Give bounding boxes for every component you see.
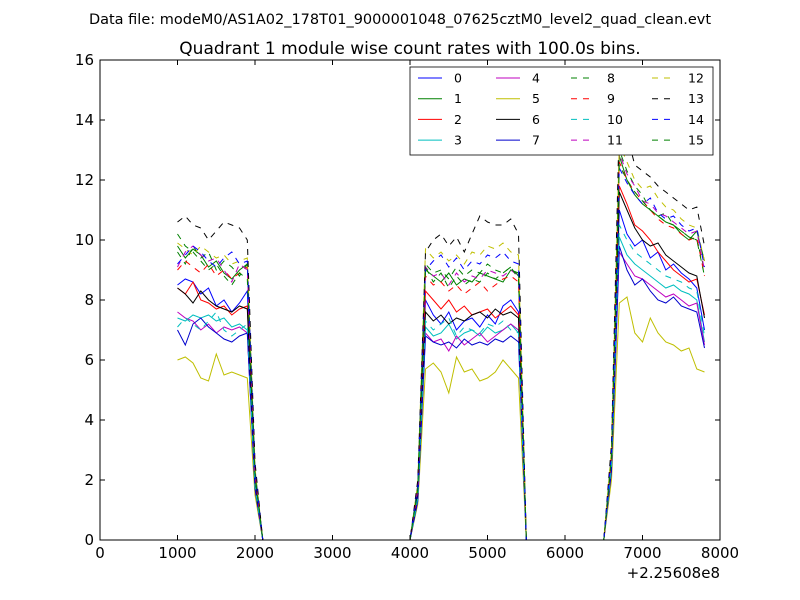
series-line-12 (177, 143, 705, 540)
legend-label-13: 13 (688, 91, 704, 106)
legend-frame (409, 66, 714, 156)
legend-label-8: 8 (607, 71, 615, 86)
series-line-15 (177, 164, 705, 540)
legend-label-6: 6 (532, 112, 540, 127)
series-line-13 (177, 119, 705, 540)
series-line-5 (177, 296, 705, 540)
series-line-7 (177, 245, 705, 540)
legend-label-12: 12 (688, 71, 704, 86)
x-tick-label: 8000 (701, 544, 739, 562)
x-axis: 0 1000 2000 3000 4000 5000 6000 7000 8000 (95, 60, 739, 562)
x-tick-label: 2000 (236, 544, 274, 562)
series-line-10 (177, 223, 705, 540)
y-tick-label: 14 (75, 111, 94, 129)
legend-label-1: 1 (454, 91, 462, 106)
y-tick-label: 0 (84, 531, 94, 549)
series-layer (177, 119, 705, 540)
legend-label-2: 2 (454, 112, 462, 127)
x-tick-label: 5000 (468, 544, 506, 562)
series-line-9 (177, 161, 705, 540)
y-tick-label: 16 (75, 51, 94, 69)
y-tick-label: 6 (84, 351, 94, 369)
x-tick-label: 0 (95, 544, 105, 562)
y-tick-label: 4 (84, 411, 94, 429)
series-line-6 (177, 191, 705, 540)
legend-label-0: 0 (454, 71, 462, 86)
y-tick-label: 10 (75, 231, 94, 249)
chart-title: Quadrant 1 module wise count rates with … (179, 39, 640, 59)
legend-label-9: 9 (607, 91, 615, 106)
legend-label-11: 11 (607, 133, 623, 148)
figure-suptitle: Data file: modeM0/AS1A02_178T01_90000010… (89, 12, 711, 28)
y-tick-label: 12 (75, 171, 94, 189)
x-tick-label: 6000 (546, 544, 584, 562)
x-tick-label: 7000 (623, 544, 661, 562)
legend-label-5: 5 (532, 91, 540, 106)
legend-label-10: 10 (607, 112, 623, 127)
legend-label-4: 4 (532, 71, 540, 86)
x-axis-offset-label: +2.25608e8 (627, 564, 720, 582)
y-tick-label: 8 (84, 291, 94, 309)
legend-label-3: 3 (454, 133, 462, 148)
legend-label-15: 15 (688, 133, 704, 148)
legend-label-14: 14 (688, 112, 704, 127)
x-tick-label: 1000 (158, 544, 196, 562)
legend-label-7: 7 (532, 133, 540, 148)
x-tick-label: 4000 (391, 544, 429, 562)
x-tick-label: 3000 (313, 544, 351, 562)
y-tick-label: 2 (84, 471, 94, 489)
